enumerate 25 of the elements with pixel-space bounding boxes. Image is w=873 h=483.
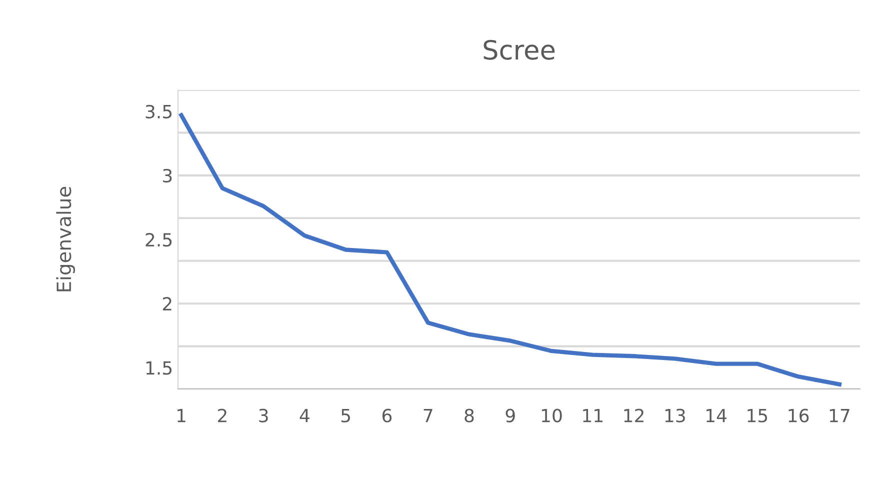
- x-tick-label: 16: [788, 408, 809, 422]
- x-tick-label: 5: [341, 409, 350, 422]
- x-tick-label: 6: [382, 408, 392, 422]
- y-tick-label: 3: [163, 168, 172, 183]
- x-tick-label: 12: [624, 408, 644, 422]
- x-tick-label: 15: [748, 409, 768, 422]
- x-tick-label: 9: [506, 408, 515, 422]
- x-tick-label: 2: [218, 408, 226, 422]
- y-tick-label: 2.5: [146, 232, 172, 247]
- x-tick-label: 7: [424, 409, 432, 422]
- chart-title: Scree: [484, 40, 555, 60]
- y-axis-title: Eigenvalue: [56, 186, 75, 292]
- x-tick-label: 1: [178, 409, 186, 422]
- y-tick-label: 1.5: [146, 361, 172, 375]
- x-tick-label: 11: [583, 409, 602, 422]
- y-tick-label: 2: [162, 297, 172, 310]
- x-tick-label: 17: [830, 409, 850, 422]
- x-tick-label: 13: [665, 408, 685, 422]
- line-series: [179, 113, 842, 386]
- y-tick-label: 3.5: [146, 104, 172, 118]
- x-tick-label: 8: [464, 408, 474, 422]
- x-tick-label: 4: [300, 409, 310, 422]
- x-tick-label: 3: [259, 408, 268, 422]
- x-tick-label: 14: [706, 409, 727, 422]
- x-tick-label: 10: [542, 408, 562, 422]
